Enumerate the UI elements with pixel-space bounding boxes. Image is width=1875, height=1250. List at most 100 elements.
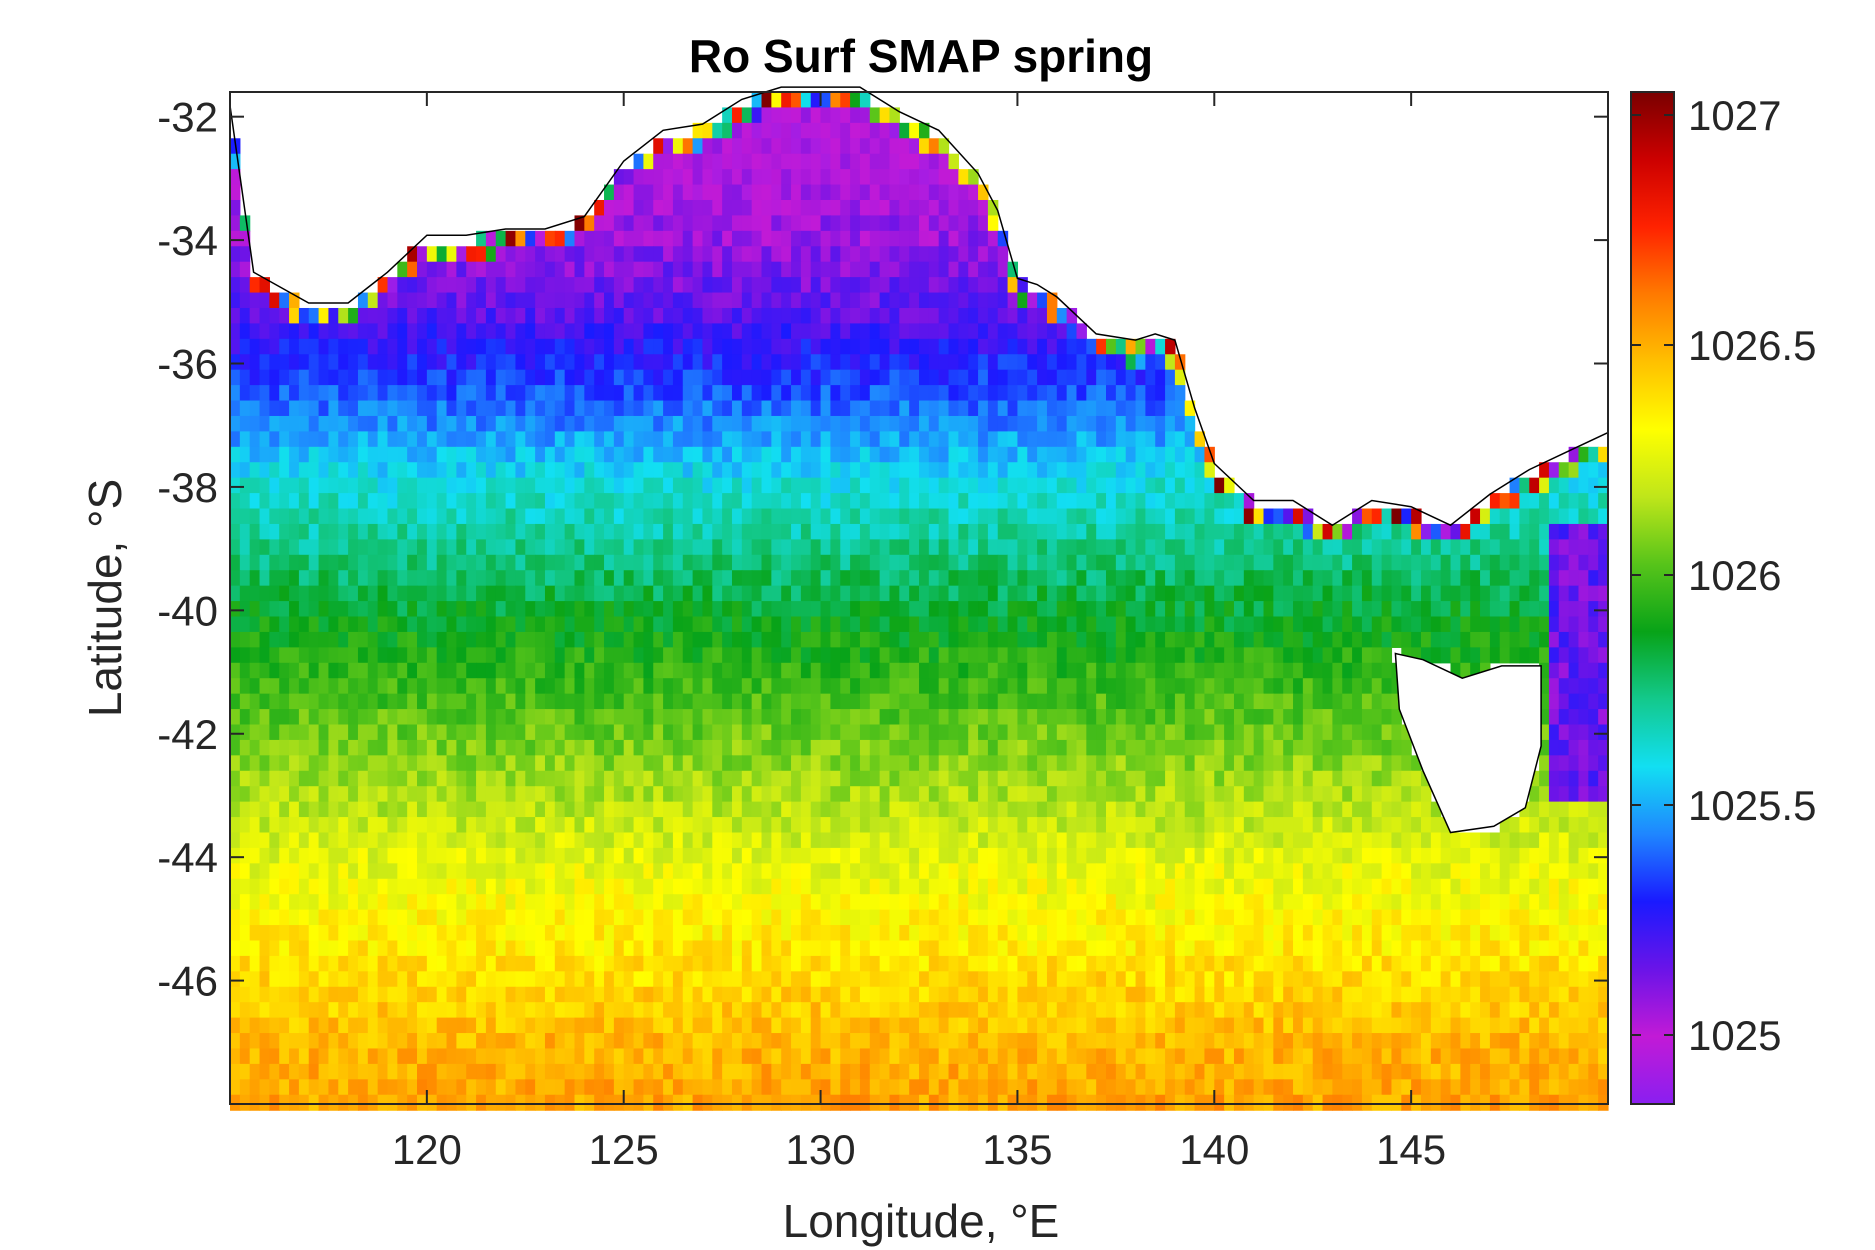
heatmap-cell	[948, 215, 959, 232]
heatmap-cell	[1224, 616, 1235, 633]
heatmap-cell	[761, 477, 772, 494]
heatmap-cell	[417, 462, 428, 479]
heatmap-cell	[584, 585, 595, 602]
heatmap-cell	[239, 678, 251, 695]
heatmap-cell	[230, 631, 241, 648]
heatmap-cell	[1598, 570, 1609, 587]
heatmap-cell	[722, 709, 733, 726]
heatmap-cell	[544, 292, 556, 309]
heatmap-cell	[722, 832, 733, 849]
heatmap-cell	[495, 601, 507, 618]
heatmap-cell	[1283, 693, 1294, 710]
heatmap-cell	[1568, 554, 1580, 571]
heatmap-cell	[919, 184, 930, 201]
heatmap-cell	[249, 801, 261, 818]
heatmap-cell	[859, 585, 871, 602]
heatmap-cell	[259, 601, 270, 618]
heatmap-cell	[722, 400, 733, 417]
heatmap-cell	[230, 169, 241, 186]
heatmap-cell	[761, 107, 772, 124]
heatmap-cell	[1007, 477, 1019, 494]
heatmap-cell	[357, 709, 369, 726]
heatmap-cell	[850, 786, 861, 803]
heatmap-cell	[387, 508, 398, 525]
heatmap-cell	[1371, 585, 1383, 602]
heatmap-cell	[1115, 786, 1127, 803]
heatmap-cell	[938, 153, 950, 170]
heatmap-cell	[731, 107, 743, 124]
heatmap-cell	[308, 662, 320, 679]
heatmap-cell	[1174, 601, 1186, 618]
heatmap-cell	[230, 261, 241, 278]
heatmap-cell	[800, 415, 812, 432]
heatmap-cell	[653, 493, 664, 510]
heatmap-cell	[968, 246, 979, 263]
heatmap-cell	[879, 292, 891, 309]
heatmap-cell	[239, 338, 251, 355]
heatmap-cell	[269, 292, 280, 309]
heatmap-cell	[958, 184, 969, 201]
heatmap-cell	[1037, 292, 1048, 309]
heatmap-cell	[948, 292, 959, 309]
heatmap-cell	[781, 277, 792, 294]
heatmap-cell	[1312, 631, 1324, 648]
heatmap-cell	[1007, 678, 1019, 695]
heatmap-cell	[1086, 539, 1097, 556]
heatmap-cell	[899, 153, 910, 170]
heatmap-cell	[476, 385, 487, 402]
heatmap-cell	[1184, 415, 1196, 432]
heatmap-cell	[1017, 554, 1028, 571]
heatmap-cell	[1007, 631, 1019, 648]
heatmap-cell	[239, 724, 251, 741]
heatmap-cell	[397, 724, 408, 741]
heatmap-cell	[663, 539, 674, 556]
heatmap-cell	[1007, 292, 1019, 309]
heatmap-cell	[1086, 523, 1097, 540]
heatmap-cell	[1440, 570, 1452, 587]
heatmap-cell	[1096, 539, 1107, 556]
heatmap-cell	[682, 307, 694, 325]
heatmap-cell	[1096, 493, 1107, 510]
heatmap-cell	[1588, 739, 1599, 756]
heatmap-cell	[1125, 817, 1137, 834]
heatmap-cell	[397, 662, 408, 679]
heatmap-cell	[436, 477, 448, 494]
heatmap-cell	[672, 138, 684, 155]
heatmap-cell	[751, 446, 763, 463]
heatmap-cell	[1273, 508, 1284, 525]
heatmap-cell	[840, 539, 851, 556]
heatmap-cell	[702, 477, 713, 494]
heatmap-cell	[840, 92, 851, 109]
heatmap-cell	[722, 801, 733, 818]
heatmap-cell	[249, 462, 261, 479]
heatmap-cell	[584, 770, 595, 787]
heatmap-cell	[810, 431, 822, 448]
heatmap-cell	[672, 631, 684, 648]
heatmap-cell	[1115, 539, 1127, 556]
heatmap-cell	[968, 400, 979, 417]
heatmap-cell	[1204, 462, 1215, 479]
heatmap-cell	[554, 678, 566, 695]
heatmap-cell	[997, 770, 1009, 787]
heatmap-cell	[1184, 570, 1196, 587]
heatmap-cell	[604, 601, 615, 618]
heatmap-cell	[1017, 508, 1028, 525]
heatmap-cell	[919, 647, 930, 664]
heatmap-cell	[1115, 709, 1127, 726]
heatmap-cell	[594, 508, 605, 525]
heatmap-cell	[1007, 832, 1019, 849]
heatmap-cell	[1420, 647, 1432, 664]
heatmap-cell	[1558, 585, 1570, 602]
heatmap-cell	[731, 817, 743, 834]
heatmap-cell	[613, 709, 625, 726]
heatmap-cell	[1106, 493, 1117, 510]
heatmap-cell	[889, 847, 900, 864]
heatmap-cell	[899, 246, 910, 263]
heatmap-cell	[1233, 616, 1245, 633]
heatmap-cell	[308, 307, 320, 325]
heatmap-cell	[367, 817, 379, 834]
heatmap-cell	[1194, 477, 1206, 494]
heatmap-cell	[987, 739, 999, 756]
heatmap-cell	[672, 523, 684, 540]
heatmap-cell	[1046, 354, 1058, 371]
